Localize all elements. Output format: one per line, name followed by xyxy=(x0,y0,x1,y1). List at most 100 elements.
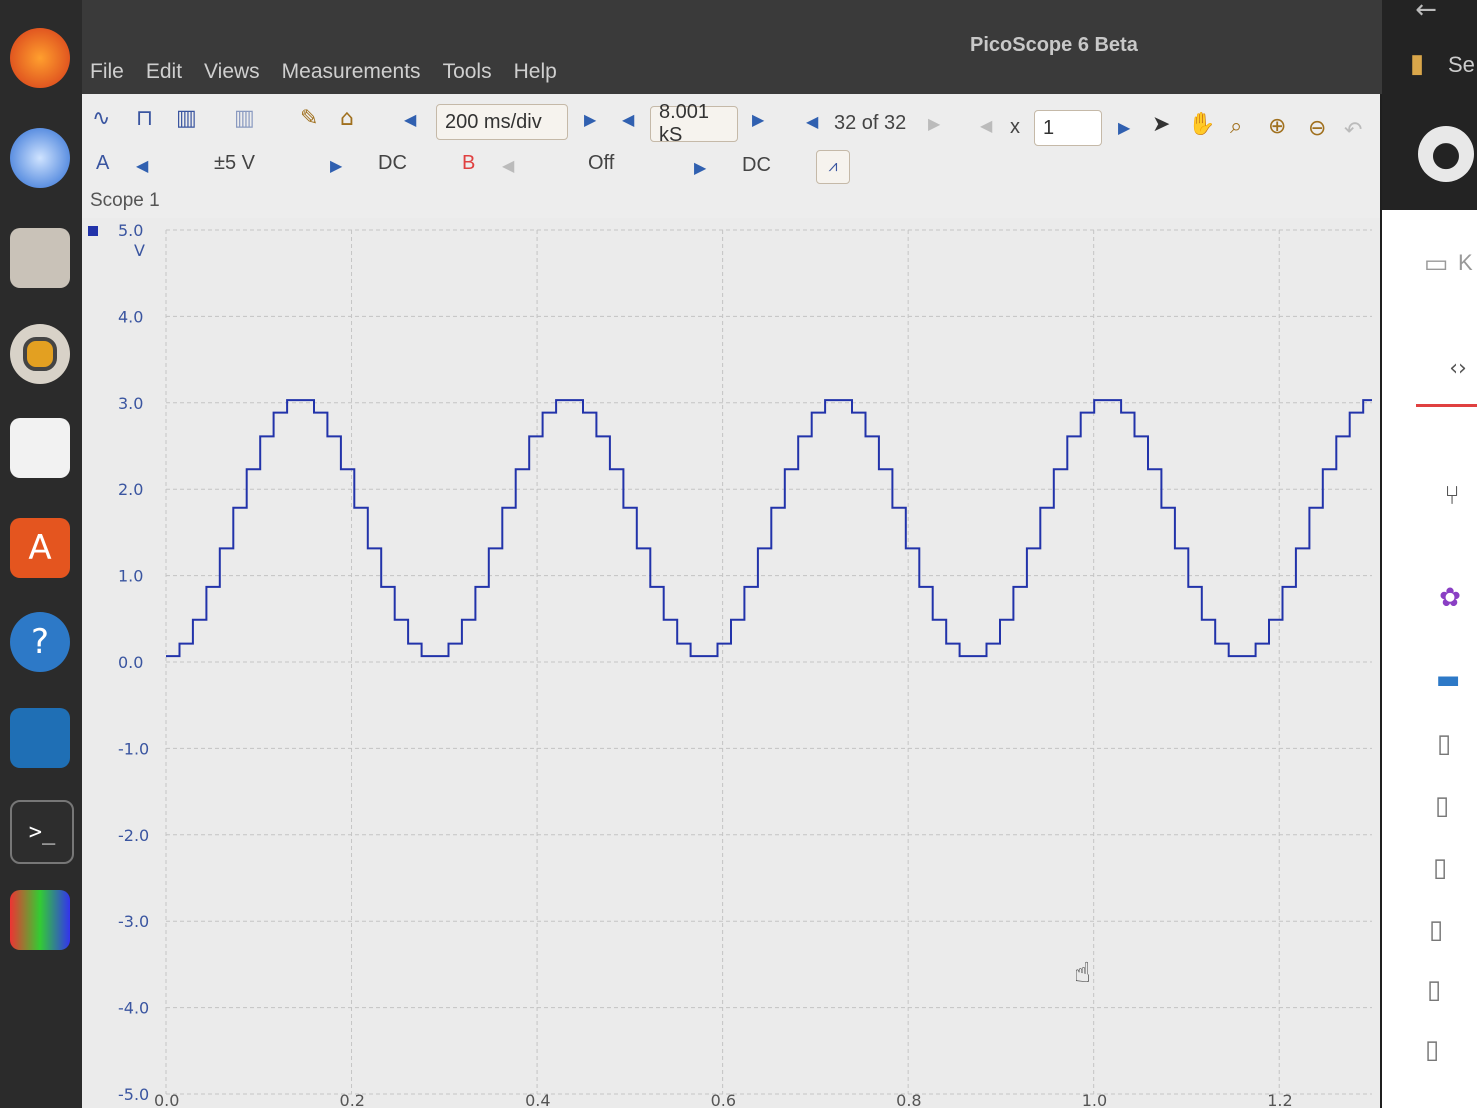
scope-view-title: Scope 1 xyxy=(90,190,160,211)
menu-help[interactable]: Help xyxy=(513,60,557,83)
app-icon[interactable] xyxy=(10,890,70,950)
y-axis-unit: V xyxy=(134,241,145,260)
spectrum-persist-icon[interactable]: ▥ xyxy=(234,106,255,131)
x-tick-label: 0.0 xyxy=(154,1091,179,1108)
x-tick-label: 0.2 xyxy=(340,1091,365,1108)
buffer-next-arrow[interactable]: ▶ xyxy=(928,114,941,133)
menu-bar: File Edit Views Measurements Tools Help xyxy=(90,60,557,84)
x-tick-label: 0.4 xyxy=(525,1091,550,1108)
samples-select[interactable]: 8.001 kS xyxy=(650,101,738,146)
title-bar: PicoScope 6 Beta xyxy=(82,0,1382,94)
channel-b-range-decrease[interactable]: ◀ xyxy=(502,156,515,175)
y-tick-label: 2.0 xyxy=(118,480,143,499)
y-tick-label: 4.0 xyxy=(118,307,143,326)
probe-wizard-icon[interactable]: ✎ xyxy=(300,106,319,131)
menu-tools[interactable]: Tools xyxy=(442,60,492,83)
channel-a-coupling[interactable]: DC xyxy=(378,152,407,174)
launcher-dock: A ? >_ xyxy=(0,0,82,1108)
y-tick-label: 5.0 xyxy=(118,221,143,240)
menu-measurements[interactable]: Measurements xyxy=(281,60,421,83)
y-tick-label: 1.0 xyxy=(118,567,143,586)
app-title: PicoScope 6 Beta xyxy=(970,34,1138,56)
branch-icon[interactable]: ⑂ xyxy=(1444,481,1460,511)
channel-b-range-increase[interactable]: ▶ xyxy=(694,158,707,177)
files-icon[interactable] xyxy=(10,228,70,288)
scope-mode-icon[interactable]: ∿ xyxy=(92,106,111,131)
vscode-icon[interactable] xyxy=(10,708,70,768)
terminal-icon[interactable]: >_ xyxy=(10,800,74,864)
file-icon-1[interactable]: ▯ xyxy=(1436,729,1452,759)
zoom-area-icon[interactable]: ⌕ xyxy=(1230,114,1243,139)
menu-edit[interactable]: Edit xyxy=(145,60,183,83)
channel-b-label: B xyxy=(462,152,476,174)
x-tick-label: 1.0 xyxy=(1082,1091,1107,1108)
bookmark-icon: ▮ xyxy=(1409,49,1425,79)
timebase-decrease-arrow[interactable]: ◀ xyxy=(404,110,417,129)
writer-icon[interactable] xyxy=(10,418,70,478)
x-tick-label: 0.8 xyxy=(896,1091,921,1108)
buffer-previous-arrow[interactable]: ◀ xyxy=(806,112,819,131)
file-icon-2[interactable]: ▯ xyxy=(1434,791,1450,821)
timebase-increase-arrow[interactable]: ▶ xyxy=(584,110,597,129)
hand-tool-icon[interactable]: ✋ xyxy=(1188,112,1216,137)
zoom-next-arrow[interactable]: ▶ xyxy=(1118,118,1131,137)
y-tick-label: 0.0 xyxy=(118,653,143,672)
undo-zoom-icon[interactable]: ↶ xyxy=(1344,118,1363,143)
zoom-previous-arrow[interactable]: ◀ xyxy=(980,116,993,135)
file-icon-5[interactable]: ▯ xyxy=(1426,975,1442,1005)
scope-window: ∿ ⊓ ▥ ▥ ✎ ⌂ ◀ 200 ms/div ▶ ◀ 8.001 kS ▶ … xyxy=(82,94,1380,1108)
folder-icon[interactable]: ▬ xyxy=(1435,665,1461,695)
spectrum-mode-icon[interactable]: ▥ xyxy=(176,106,197,131)
plot-background xyxy=(82,218,1380,1108)
svg-text:☝: ☝ xyxy=(1074,956,1091,989)
y-tick-label: -4.0 xyxy=(118,999,149,1018)
y-axis-ticks: 5.0 4.0 3.0 2.0 1.0 0.0 -1.0 -2.0 -3.0 -4.0 -5.0 xyxy=(118,221,149,1104)
thunderbird-icon[interactable] xyxy=(10,128,70,188)
zoom-input[interactable]: 1 xyxy=(1034,110,1102,146)
y-tick-label: -1.0 xyxy=(118,739,149,758)
scope-plot[interactable]: 5.0 4.0 3.0 2.0 1.0 0.0 -1.0 -2.0 -3.0 -4.0 -5.0 V… xyxy=(82,218,1380,1108)
y-tick-label: -3.0 xyxy=(118,912,149,931)
zoom-in-icon[interactable]: ⊕ xyxy=(1268,114,1287,139)
channel-b-coupling[interactable]: DC xyxy=(742,154,771,176)
channel-a-range[interactable]: ±5 V xyxy=(214,152,255,174)
buffer-counter: 32 of 32 xyxy=(834,112,907,134)
rhythmbox-icon[interactable] xyxy=(10,324,70,384)
x-axis-ticks: 0.0 0.2 0.4 0.6 0.8 1.0 1.2 xyxy=(154,1091,1293,1108)
capture-toolbar: ∿ ⊓ ▥ ▥ ✎ ⌂ ◀ 200 ms/div ▶ ◀ 8.001 kS ▶ … xyxy=(82,98,1380,146)
back-arrow-icon[interactable]: ← xyxy=(1415,0,1437,25)
channel-b-range[interactable]: Off xyxy=(588,152,615,174)
kb-icon[interactable]: ▭ xyxy=(1423,249,1449,279)
channel-a-range-increase[interactable]: ▶ xyxy=(330,156,343,175)
math-channels-button[interactable]: ⩘ xyxy=(816,150,850,184)
samples-decrease-arrow[interactable]: ◀ xyxy=(622,110,635,129)
hand-cursor-icon: ☝ xyxy=(1074,956,1091,989)
channel-a-range-decrease[interactable]: ◀ xyxy=(136,156,149,175)
search-label[interactable]: Se xyxy=(1448,52,1475,77)
code-icon[interactable]: ‹› xyxy=(1449,355,1467,381)
home-icon[interactable]: ⌂ xyxy=(340,106,354,131)
channel-a-label: A xyxy=(96,152,110,174)
bug-icon[interactable]: ✿ xyxy=(1439,583,1461,613)
y-tick-label: -2.0 xyxy=(118,826,149,845)
timebase-select[interactable]: 200 ms/div xyxy=(436,104,568,140)
file-icon-6[interactable]: ▯ xyxy=(1424,1035,1440,1065)
github-icon[interactable]: ● xyxy=(1418,126,1474,182)
persistence-mode-icon[interactable]: ⊓ xyxy=(136,106,154,131)
zoom-label: x xyxy=(1010,116,1020,138)
software-center-icon[interactable]: A xyxy=(10,518,70,578)
channel-a-trace xyxy=(166,399,1372,658)
plot-grid xyxy=(165,229,1372,1095)
pointer-tool-icon[interactable]: ➤ xyxy=(1152,112,1171,137)
file-icon-4[interactable]: ▯ xyxy=(1428,915,1444,945)
kb-label: K xyxy=(1458,250,1473,275)
menu-views[interactable]: Views xyxy=(204,60,260,83)
samples-increase-arrow[interactable]: ▶ xyxy=(752,110,765,129)
menu-file[interactable]: File xyxy=(90,60,124,83)
help-icon[interactable]: ? xyxy=(10,612,70,672)
right-panel-header: ← ▮ Se ● xyxy=(1382,0,1477,210)
file-icon-3[interactable]: ▯ xyxy=(1432,853,1448,883)
zoom-out-icon[interactable]: ⊖ xyxy=(1308,116,1327,141)
x-tick-label: 1.2 xyxy=(1267,1091,1292,1108)
firefox-icon[interactable] xyxy=(10,28,70,88)
